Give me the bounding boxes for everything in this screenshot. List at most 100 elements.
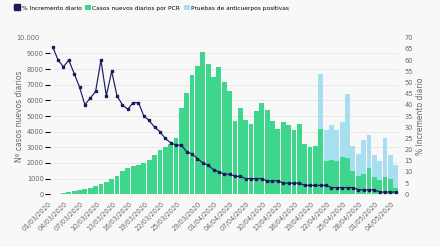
Bar <box>174 138 178 194</box>
Bar <box>82 189 87 194</box>
Bar <box>286 125 291 194</box>
Bar <box>361 140 366 194</box>
Bar <box>104 182 109 194</box>
Bar <box>254 111 259 194</box>
Bar <box>222 82 227 194</box>
Bar <box>168 144 173 194</box>
Bar <box>265 110 270 194</box>
Bar <box>88 188 93 194</box>
Bar <box>125 168 130 194</box>
Bar <box>93 186 98 194</box>
Bar <box>227 91 232 194</box>
Bar <box>238 108 243 194</box>
Bar <box>131 166 136 194</box>
Bar <box>351 146 356 194</box>
Bar <box>356 176 361 194</box>
Bar <box>168 144 173 194</box>
Bar <box>136 165 141 194</box>
Bar <box>141 163 146 194</box>
Bar <box>200 52 205 194</box>
Bar <box>233 121 238 194</box>
Bar <box>324 161 329 194</box>
Bar <box>195 66 200 194</box>
Bar <box>216 67 221 194</box>
Bar <box>99 184 103 194</box>
Bar <box>77 190 82 194</box>
Bar <box>55 193 60 194</box>
Bar <box>147 160 152 194</box>
Bar <box>308 147 312 194</box>
Bar <box>388 179 393 194</box>
Bar <box>281 122 286 194</box>
Bar <box>340 157 345 194</box>
Bar <box>152 155 157 194</box>
Bar <box>313 146 318 194</box>
Bar <box>109 179 114 194</box>
Bar <box>195 66 200 194</box>
Bar <box>254 111 259 194</box>
Bar <box>377 180 382 194</box>
Bar <box>329 160 334 194</box>
Bar <box>367 135 371 194</box>
Bar <box>88 188 93 194</box>
Bar <box>66 192 71 194</box>
Bar <box>163 147 168 194</box>
Bar <box>334 161 339 194</box>
Bar <box>313 146 318 194</box>
Bar <box>372 155 377 194</box>
Bar <box>329 125 334 194</box>
Bar <box>206 64 211 194</box>
Bar <box>361 174 366 194</box>
Bar <box>302 144 307 194</box>
Legend: % Incremento diario, Casos nuevos diarios por PCR, Pruebas de anticuerpos positi: % Incremento diario, Casos nuevos diario… <box>12 3 292 13</box>
Bar <box>211 77 216 194</box>
Bar <box>115 176 119 194</box>
Bar <box>61 193 66 194</box>
Bar <box>270 121 275 194</box>
Bar <box>318 128 323 194</box>
Bar <box>109 179 114 194</box>
Bar <box>393 188 398 194</box>
Bar <box>216 67 221 194</box>
Bar <box>184 93 189 194</box>
Bar <box>233 121 238 194</box>
Y-axis label: % Incremento diario: % Incremento diario <box>416 77 425 155</box>
Bar <box>211 77 216 194</box>
Bar <box>265 110 270 194</box>
Bar <box>104 182 109 194</box>
Bar <box>377 161 382 194</box>
Bar <box>351 171 356 194</box>
Bar <box>324 130 329 194</box>
Bar <box>158 150 162 194</box>
Bar <box>179 108 184 194</box>
Bar <box>222 82 227 194</box>
Bar <box>158 150 162 194</box>
Bar <box>318 74 323 194</box>
Bar <box>174 138 178 194</box>
Bar <box>275 128 280 194</box>
Y-axis label: Nº casos nuevos diarios: Nº casos nuevos diarios <box>15 70 24 162</box>
Bar <box>115 176 119 194</box>
Bar <box>120 171 125 194</box>
Bar <box>292 130 297 194</box>
Bar <box>281 122 286 194</box>
Bar <box>206 64 211 194</box>
Bar <box>270 121 275 194</box>
Bar <box>125 168 130 194</box>
Bar <box>393 165 398 194</box>
Bar <box>200 52 205 194</box>
Bar <box>99 184 103 194</box>
Bar <box>286 125 291 194</box>
Bar <box>249 124 253 194</box>
Bar <box>367 168 371 194</box>
Bar <box>243 120 248 194</box>
Bar <box>275 128 280 194</box>
Bar <box>72 191 77 194</box>
Bar <box>82 189 87 194</box>
Bar <box>163 147 168 194</box>
Bar <box>259 103 264 194</box>
Text: 10.000: 10.000 <box>16 35 39 41</box>
Bar <box>55 193 60 194</box>
Bar <box>152 155 157 194</box>
Bar <box>93 186 98 194</box>
